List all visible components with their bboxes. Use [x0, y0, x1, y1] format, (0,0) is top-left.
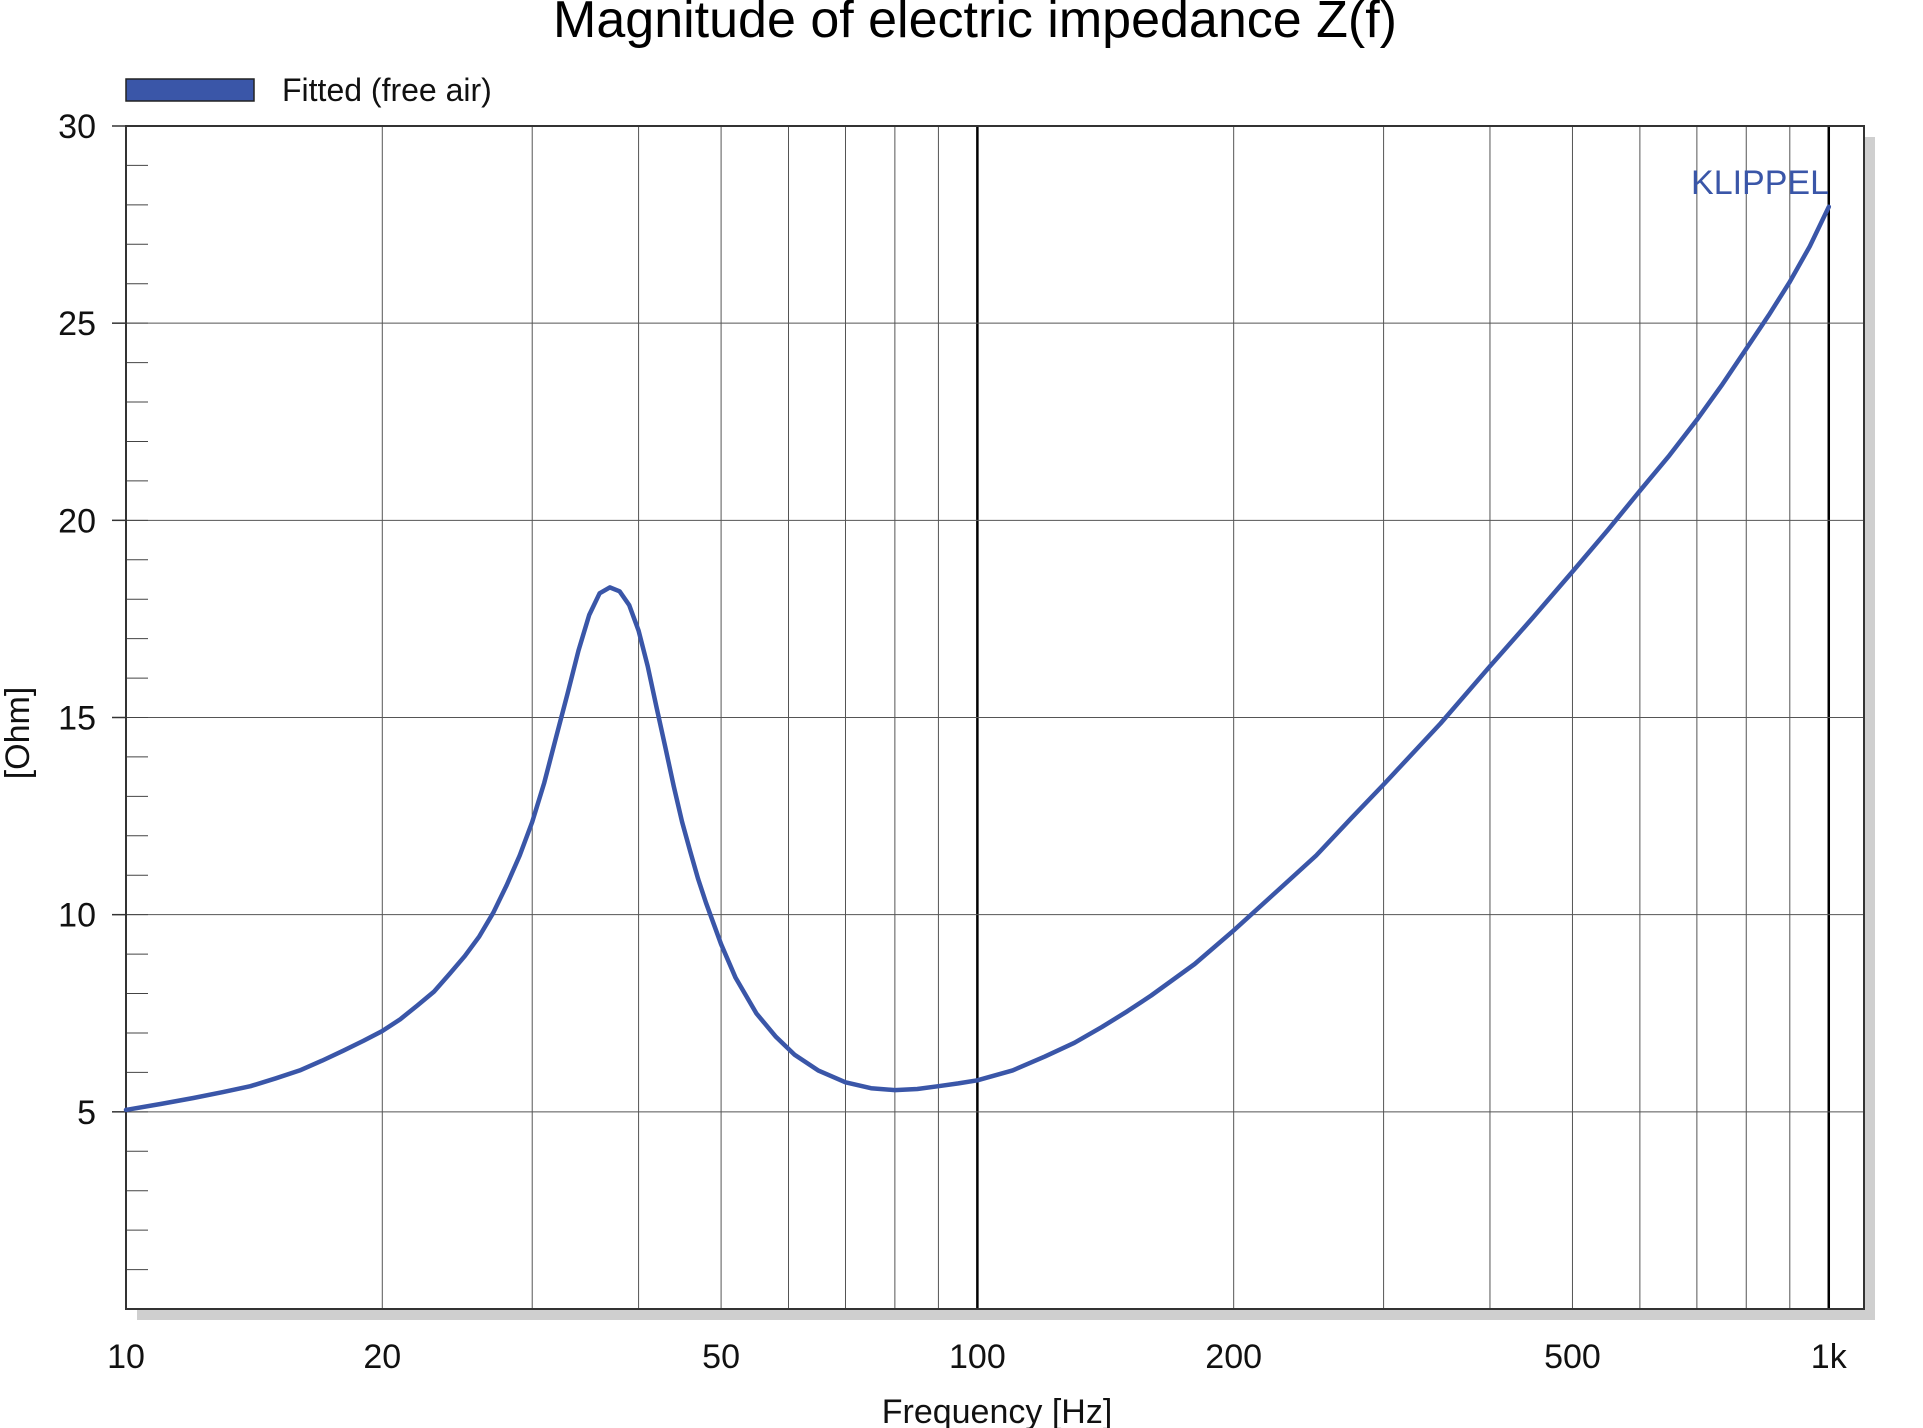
x-tick-label: 200 [1205, 1338, 1262, 1376]
plot-frame [125, 125, 1865, 1310]
chart-title: Magnitude of electric impedance Z(f) [553, 0, 1397, 49]
x-tick-label: 100 [949, 1338, 1006, 1376]
y-tick-label: 10 [58, 897, 96, 935]
y-tick-label: 15 [58, 700, 96, 738]
grid [126, 126, 1864, 1309]
legend: Fitted (free air) [125, 72, 492, 108]
klippel-watermark: KLIPPEL [1691, 164, 1829, 202]
x-tick-label: 20 [363, 1338, 401, 1376]
y-minor-ticks [112, 125, 148, 1271]
y-axis-title: [Ohm] [0, 687, 37, 780]
y-tick-label: 20 [58, 502, 96, 540]
x-axis-title: Frequency [Hz] [882, 1393, 1113, 1428]
legend-swatch [125, 78, 255, 102]
y-tick-label: 30 [58, 108, 96, 146]
x-tick-label: 10 [107, 1338, 145, 1376]
y-tick-labels: 5 10 15 20 25 30 [58, 108, 96, 1132]
x-tick-label: 1k [1811, 1338, 1848, 1376]
series-layer [123, 204, 1832, 1113]
y-tick-label: 25 [58, 305, 96, 343]
y-tick-label: 5 [77, 1094, 96, 1132]
x-tick-labels: 10 20 50 100 200 500 1k [107, 1338, 1848, 1376]
impedance-series-line [123, 204, 1832, 1113]
legend-label: Fitted (free air) [282, 72, 492, 108]
x-tick-label: 50 [702, 1338, 740, 1376]
x-tick-label: 500 [1544, 1338, 1601, 1376]
